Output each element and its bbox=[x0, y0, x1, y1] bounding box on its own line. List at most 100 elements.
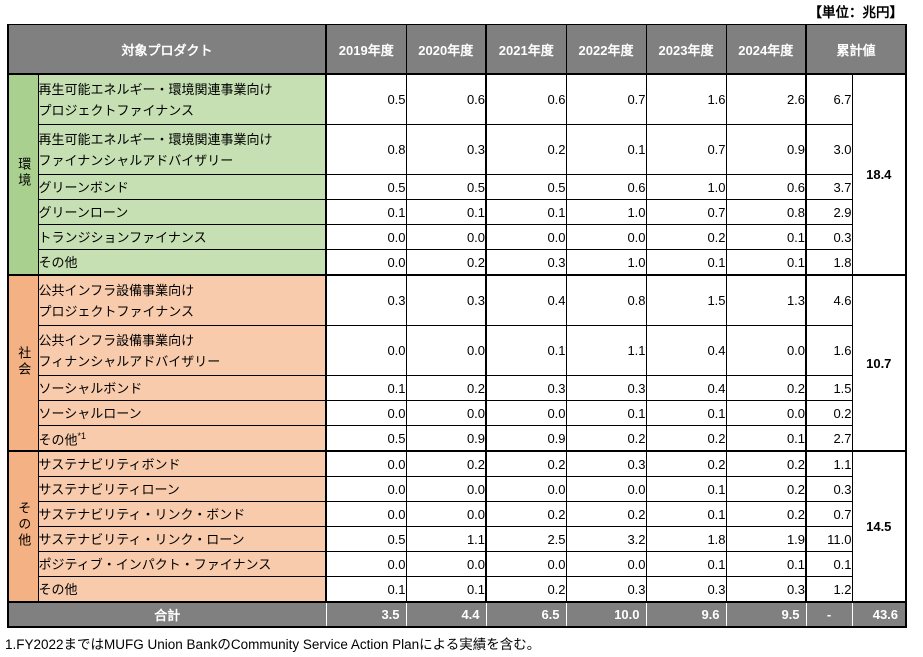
value-cell: 0.3 bbox=[485, 249, 567, 276]
cumulative-cell: 11.0 bbox=[805, 526, 853, 553]
value-cell: 0.0 bbox=[405, 224, 487, 250]
value-cell: 0.0 bbox=[565, 551, 647, 578]
value-cell: 0.5 bbox=[405, 174, 487, 200]
value-cell: 0.1 bbox=[645, 551, 727, 578]
table-header-row: 対象プロダクト 2019年度 2020年度 2021年度 2022年度 2023年度 202… bbox=[6, 24, 908, 75]
value-cell: 0.2 bbox=[725, 476, 807, 503]
table-row: トランジションファイナンス 0.0 0.0 0.0 0.0 0.2 0.1 0.3 bbox=[8, 224, 906, 250]
product-cell: ポジティブ・インパクト・ファイナンス bbox=[37, 551, 327, 578]
product-cell: 再生可能エネルギー・環境関連事業向け プロジェクトファイナンス bbox=[37, 73, 327, 125]
col-header-year: 2024年度 bbox=[725, 24, 807, 75]
value-cell: 0.1 bbox=[485, 199, 567, 225]
value-cell: 0.1 bbox=[645, 476, 727, 503]
value-cell: 0.2 bbox=[565, 425, 647, 452]
table-row: サステナビリティローン 0.0 0.0 0.0 0.0 0.1 0.2 0.3 bbox=[8, 476, 906, 503]
total-value-cell: 6.5 bbox=[485, 601, 567, 629]
total-value-cell: 10.0 bbox=[565, 601, 647, 629]
value-cell: 0.0 bbox=[485, 224, 567, 250]
product-cell: グリーンローン bbox=[37, 199, 327, 225]
value-cell: 0.0 bbox=[405, 325, 487, 376]
table-row: 社会 公共インフラ設備事業向け プロジェクトファイナンス 0.3 0.3 0.4 0.8 1.… bbox=[7, 273, 908, 452]
group-total-cell: 18.4 bbox=[851, 73, 908, 276]
value-cell: 0.6 bbox=[485, 73, 567, 125]
value-cell: 0.0 bbox=[405, 476, 487, 503]
value-cell: 0.2 bbox=[485, 124, 567, 175]
product-cell: その他 bbox=[37, 576, 327, 603]
value-cell: 0.6 bbox=[565, 174, 647, 200]
value-cell: 0.0 bbox=[565, 224, 647, 250]
cumulative-cell: 0.7 bbox=[805, 501, 853, 528]
value-cell: 0.2 bbox=[645, 450, 727, 478]
group-total-cell: 10.7 bbox=[851, 273, 908, 452]
value-cell: 0.1 bbox=[645, 400, 727, 426]
value-cell: 0.2 bbox=[645, 425, 727, 452]
value-cell: 0.0 bbox=[325, 249, 407, 276]
value-cell: 0.2 bbox=[405, 375, 487, 401]
value-cell: 0.1 bbox=[405, 199, 487, 225]
value-cell: 0.5 bbox=[485, 174, 567, 200]
value-cell: 0.3 bbox=[565, 375, 647, 401]
value-cell: 0.4 bbox=[645, 325, 727, 376]
total-row: 合計 3.5 4.4 6.5 10.0 9.6 9.5-43.6 bbox=[6, 601, 908, 629]
value-cell: 0.1 bbox=[485, 325, 567, 376]
cumulative-cell: 1.2 bbox=[805, 576, 853, 603]
total-label-cell: 合計 bbox=[6, 601, 327, 629]
cumulative-cell: 0.3 bbox=[805, 476, 853, 503]
product-cell: サステナビリティローン bbox=[37, 476, 327, 503]
value-cell: 0.1 bbox=[725, 425, 807, 452]
cumulative-cell: 1.6 bbox=[805, 325, 853, 376]
col-header-year: 2019年度 bbox=[325, 24, 407, 75]
value-cell: 0.8 bbox=[565, 274, 647, 326]
value-cell: 0.2 bbox=[485, 576, 567, 603]
cumulative-cell: 3.0 bbox=[805, 124, 853, 175]
product-cell: 再生可能エネルギー・環境関連事業向け ファイナンシャルアドバイザリー bbox=[37, 124, 327, 175]
value-cell: 0.0 bbox=[405, 501, 487, 528]
value-cell: 0.0 bbox=[405, 551, 487, 578]
product-cell: グリーンボンド bbox=[37, 174, 327, 200]
table-row: ポジティブ・インパクト・ファイナンス 0.0 0.0 0.0 0.0 0.1 0.1 0.1 bbox=[8, 551, 906, 578]
col-header-year: 2022年度 bbox=[565, 24, 647, 75]
value-cell: 0.3 bbox=[485, 375, 567, 401]
table-row: 再生可能エネルギー・環境関連事業向け ファイナンシャルアドバイザリー 0.8 0.3 0… bbox=[8, 124, 906, 175]
table-row: 環境 再生可能エネルギー・環境関連事業向け プロジェクトファイナンス 0.5 0.6 0.… bbox=[7, 73, 908, 276]
value-cell: 0.5 bbox=[325, 526, 407, 553]
group-total-cell: 14.5 bbox=[851, 450, 908, 603]
value-cell: 0.0 bbox=[325, 450, 407, 478]
table-row: ソーシャルローン 0.0 0.0 0.0 0.1 0.1 0.0 0.2 bbox=[8, 400, 906, 426]
category-cell: 社会 bbox=[7, 273, 39, 452]
value-cell: 0.3 bbox=[645, 576, 727, 603]
value-cell: 0.3 bbox=[325, 274, 407, 326]
value-cell: 1.3 bbox=[725, 274, 807, 326]
value-cell: 0.6 bbox=[725, 174, 807, 200]
value-cell: 0.1 bbox=[645, 501, 727, 528]
value-cell: 0.0 bbox=[325, 325, 407, 376]
value-cell: 0.1 bbox=[645, 249, 727, 276]
product-cell: サステナビリティ・リンク・ローン bbox=[37, 526, 327, 553]
product-cell: その他*1 bbox=[37, 425, 327, 452]
value-cell: 0.2 bbox=[725, 450, 807, 478]
total-value-cell: 3.5 bbox=[325, 601, 407, 629]
product-cell: トランジションファイナンス bbox=[37, 224, 327, 250]
value-cell: 0.2 bbox=[645, 224, 727, 250]
product-cell: ソーシャルボンド bbox=[37, 375, 327, 401]
value-cell: 1.5 bbox=[645, 274, 727, 326]
value-cell: 0.9 bbox=[405, 425, 487, 452]
value-cell: 0.0 bbox=[725, 325, 807, 376]
col-header-year: 2023年度 bbox=[645, 24, 727, 75]
cumulative-cell: 2.7 bbox=[805, 425, 853, 452]
category-label: その他 bbox=[16, 501, 32, 550]
value-cell: 0.1 bbox=[725, 224, 807, 250]
cumulative-cell: 4.6 bbox=[805, 274, 853, 326]
value-cell: 0.2 bbox=[485, 501, 567, 528]
category-cell: その他 bbox=[7, 450, 39, 603]
table-row: グリーンローン 0.1 0.1 0.1 1.0 0.7 0.8 2.9 bbox=[8, 199, 906, 225]
cumulative-cell: 0.1 bbox=[805, 551, 853, 578]
value-cell: 0.4 bbox=[645, 375, 727, 401]
product-cell: サステナビリティ・リンク・ボンド bbox=[37, 501, 327, 528]
cumulative-cell: 0.3 bbox=[805, 224, 853, 250]
cumulative-cell: 6.7 bbox=[805, 73, 853, 125]
value-cell: 0.1 bbox=[325, 375, 407, 401]
value-cell: 0.9 bbox=[485, 425, 567, 452]
table-row: サステナビリティ・リンク・ボンド 0.0 0.0 0.2 0.2 0.1 0.2 0.7 bbox=[8, 501, 906, 528]
value-cell: 0.3 bbox=[725, 576, 807, 603]
